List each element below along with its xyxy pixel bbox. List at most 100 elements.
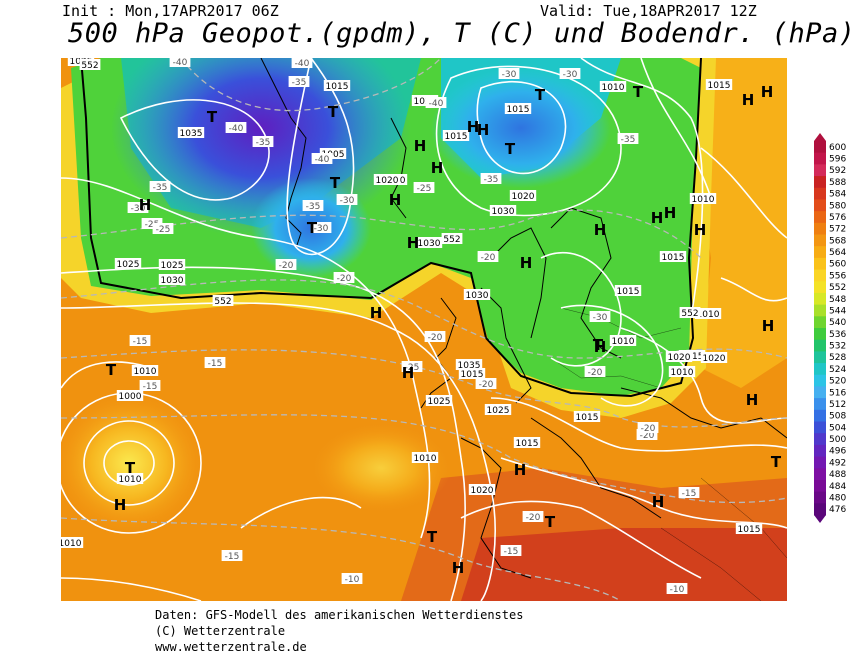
temperature-label-box	[666, 583, 688, 594]
isobar-label-box	[694, 308, 722, 319]
high-pressure-marker: H	[467, 118, 480, 136]
init-time: Init : Mon,17APR2017 06Z	[62, 2, 279, 20]
high-pressure-marker: H	[431, 159, 444, 177]
isobar-label-box	[425, 395, 453, 406]
legend-label: 532	[829, 342, 846, 352]
isobar-label-box	[455, 359, 483, 370]
low-core-3	[431, 68, 611, 188]
isobar-label-box	[61, 537, 84, 548]
low-pressure-marker: T	[207, 108, 218, 126]
temperature-label: -40	[295, 59, 310, 69]
isobar-label-box	[659, 251, 687, 262]
temperature-label: -30	[593, 313, 608, 323]
isobar-label-box	[131, 365, 159, 376]
temperature-label-box	[310, 222, 332, 233]
legend-label: 592	[829, 166, 846, 176]
temperature-label-box	[589, 311, 611, 322]
legend-swatch	[814, 234, 826, 247]
isobar-label: 1035	[458, 361, 481, 371]
isobar-label: 1015	[507, 105, 530, 115]
low-pressure-marker: T	[593, 336, 604, 354]
isobar-label: 1020	[414, 97, 437, 107]
temperature-labels: -40-40-40-40-40-40-35-35-35-35-35-35-30-…	[127, 58, 700, 595]
legend-label: 540	[829, 318, 846, 328]
isobar-label: 1025	[428, 397, 451, 407]
legend-swatch	[814, 328, 826, 341]
isobar-label: 1015	[576, 413, 599, 423]
legend-swatch	[814, 409, 826, 422]
legend-swatch	[814, 468, 826, 481]
legend-swatch	[814, 363, 826, 376]
legend-swatch	[814, 316, 826, 329]
temperature-label-box	[149, 181, 171, 192]
legend-arrow-bottom	[814, 515, 826, 523]
isobar-label: 1030	[161, 276, 184, 286]
isobar-label-box	[158, 274, 186, 285]
isobar-label-box	[116, 390, 144, 401]
legend-label: 484	[829, 482, 846, 492]
warm-core-center	[311, 423, 451, 513]
temperature-label: -35	[153, 183, 168, 193]
temperature-label: -25	[405, 363, 420, 373]
legend-swatch	[814, 351, 826, 364]
high-pressure-marker: H	[514, 461, 527, 479]
temperature-label: -20	[526, 513, 541, 523]
isobar-label-box	[458, 368, 486, 379]
valid-time: Valid: Tue,18APR2017 12Z	[540, 2, 757, 20]
temperature-label: -35	[621, 135, 636, 145]
temperature-label-box	[169, 58, 191, 67]
temperature-label: -30	[563, 70, 578, 80]
isobar-label: 1010	[134, 367, 157, 377]
isobar-label-box	[665, 351, 693, 362]
isobar-label: 1030	[492, 207, 515, 217]
isobar-label: 1010	[692, 195, 715, 205]
temperature-label-box	[336, 194, 358, 205]
legend-arrow-top	[814, 133, 826, 141]
legend-swatch	[814, 164, 826, 177]
legend-swatch	[814, 503, 826, 516]
low-pressure-marker: T	[328, 103, 339, 121]
isobar-label-box	[373, 174, 401, 185]
legend-label: 552	[829, 283, 846, 293]
geopotential-552-contour	[80, 58, 702, 398]
temperature-label: -20	[588, 368, 603, 378]
temperature-label-box	[225, 122, 247, 133]
high-pressure-marker: H	[694, 221, 707, 239]
legend-label: 564	[829, 248, 846, 258]
temperature-label: -40	[315, 155, 330, 165]
legend-label: 504	[829, 423, 846, 433]
temperature-label-box	[522, 511, 544, 522]
temperature-label: -20	[428, 333, 443, 343]
isobar-label-box	[509, 190, 537, 201]
temperature-label-box	[475, 378, 497, 389]
legend-swatch	[814, 152, 826, 165]
isobar-label: 1010	[612, 337, 635, 347]
isobar-label: 1015	[662, 253, 685, 263]
isobar-label-box	[484, 404, 512, 415]
isobar-label-box	[468, 484, 496, 495]
isobar-label-box	[442, 130, 470, 141]
legend-label: 528	[829, 353, 846, 363]
temperature-label-box	[221, 550, 243, 561]
weather-map: 1000100510051005100510101010101010101010…	[61, 58, 787, 601]
map-title: 500 hPa Geopot.(gpdm), T (C) und Bodendr…	[68, 18, 850, 49]
legend-label: 560	[829, 260, 846, 270]
temperature-label: -15	[143, 382, 158, 392]
temperature-label-box	[204, 357, 226, 368]
legend-label: 588	[829, 178, 846, 188]
legend-label: 524	[829, 365, 846, 375]
legend-swatch	[814, 444, 826, 458]
high-pressure-marker: H	[520, 254, 533, 272]
legend-label: 544	[829, 306, 846, 316]
temperature-label-box	[302, 200, 324, 211]
temperature-label: -15	[208, 359, 223, 369]
temperature-label: -35	[306, 202, 321, 212]
temperature-label-box	[413, 182, 435, 193]
height-label-box	[679, 307, 701, 318]
isobar-label: 1025	[161, 261, 184, 271]
temperature-label-box	[678, 487, 700, 498]
isobar-label-box	[415, 237, 443, 248]
isobar-label-box	[689, 193, 717, 204]
temperature-label-box	[477, 251, 499, 262]
isobar-label-box	[116, 473, 144, 484]
